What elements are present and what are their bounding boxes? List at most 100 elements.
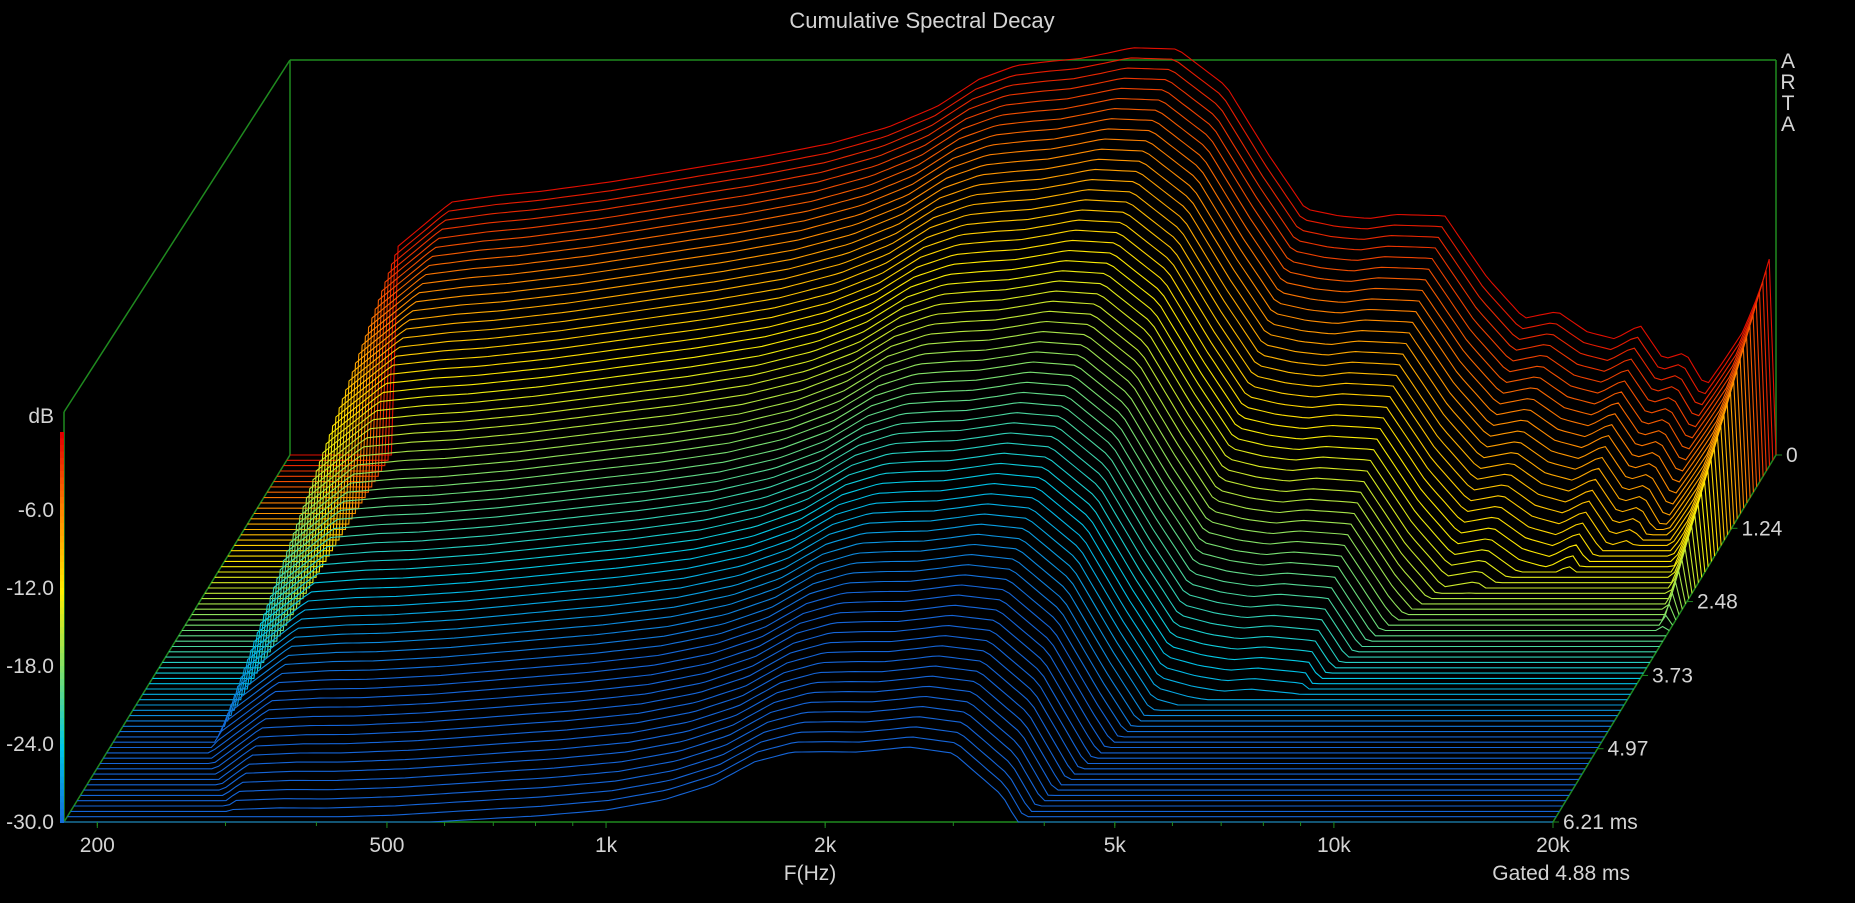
- decay-trace: [276, 87, 1764, 477]
- colorbar-segment: [60, 685, 64, 693]
- decay-trace: [100, 635, 1589, 765]
- decay-trace: [93, 655, 1583, 775]
- decay-trace: [77, 706, 1566, 802]
- decay-trace: [172, 412, 1660, 648]
- decay-traces: [64, 47, 1777, 823]
- colorbar-segment: [60, 607, 64, 615]
- decay-trace: [231, 229, 1719, 552]
- colorbar-segment: [60, 594, 64, 602]
- colorbar-segment: [60, 659, 64, 667]
- gating-note: Gated 4.88 ms: [1492, 862, 1630, 885]
- decay-trace: [283, 67, 1771, 467]
- decay-trace: [260, 138, 1748, 504]
- colorbar-segment: [60, 640, 64, 648]
- decay-trace: [237, 209, 1725, 541]
- colorbar-segment: [60, 627, 64, 635]
- decay-trace: [152, 472, 1641, 679]
- decay-trace: [286, 57, 1774, 461]
- x-axis-ticks: 200 500 1k 2k 5k 10k 20k: [80, 822, 1570, 857]
- colorbar-segment: [60, 666, 64, 674]
- decay-trace: [136, 523, 1625, 706]
- colorbar-segment: [60, 490, 64, 498]
- colorbar-segment: [60, 510, 64, 518]
- decay-trace: [70, 726, 1560, 812]
- decay-trace: [155, 462, 1644, 674]
- time-tick-label: 0: [1786, 444, 1798, 467]
- decay-trace: [244, 189, 1732, 531]
- time-tick-label: 6.21 ms: [1563, 811, 1638, 834]
- decay-trace: [83, 685, 1573, 791]
- colorbar-segment: [60, 789, 64, 797]
- decay-trace: [201, 320, 1690, 600]
- z-tick-label: -12.0: [6, 577, 54, 600]
- decay-trace: [168, 422, 1657, 653]
- colorbar-segment: [60, 711, 64, 719]
- colorbar-segment: [60, 653, 64, 661]
- decay-trace: [132, 533, 1621, 711]
- z-tick-label: -24.0: [6, 733, 54, 756]
- colorbar-segment: [60, 516, 64, 524]
- colorbar-segment: [60, 692, 64, 700]
- decay-trace: [123, 564, 1612, 727]
- decay-trace: [214, 280, 1703, 578]
- colorbar-segment: [60, 815, 64, 823]
- z-tick-label: -18.0: [6, 655, 54, 678]
- decay-trace: [217, 270, 1706, 573]
- decay-trace: [240, 199, 1729, 536]
- colorbar-segment: [60, 438, 64, 446]
- watermark-letter: A: [1781, 113, 1795, 136]
- decay-trace: [96, 645, 1586, 770]
- time-tick-label: 3.73: [1652, 664, 1693, 687]
- colorbar-segment: [60, 672, 64, 680]
- decay-trace: [80, 695, 1570, 796]
- time-axis-ticks: 0 1.24 2.48 3.73 4.97 6.21 ms: [1553, 444, 1798, 834]
- x-tick-label: 1k: [595, 834, 618, 857]
- x-axis-label: F(Hz): [784, 862, 836, 885]
- decay-trace: [280, 77, 1767, 472]
- colorbar-segment: [60, 477, 64, 485]
- decay-trace: [234, 219, 1722, 546]
- colorbar-segment: [60, 802, 64, 810]
- colorbar-segment: [60, 536, 64, 544]
- colorbar-segment: [60, 458, 64, 466]
- decay-trace: [86, 675, 1576, 786]
- colorbar-segment: [60, 568, 64, 576]
- x-tick-label: 2k: [814, 834, 837, 857]
- colorbar-segment: [60, 523, 64, 531]
- decay-trace: [198, 331, 1687, 605]
- time-tick-label: 2.48: [1697, 591, 1738, 614]
- watermark-letter: T: [1782, 92, 1795, 115]
- decay-trace: [106, 614, 1595, 754]
- decay-trace: [263, 128, 1751, 499]
- x-tick-label: 20k: [1536, 834, 1570, 857]
- frame-edge: [1552, 454, 1777, 823]
- colorbar-segment: [60, 705, 64, 713]
- decay-trace: [257, 148, 1745, 509]
- decay-trace: [224, 249, 1712, 562]
- frame-edge: [63, 454, 291, 823]
- colorbar-segment: [60, 620, 64, 628]
- decay-trace: [185, 371, 1674, 626]
- colorbar-segment: [60, 776, 64, 784]
- colorbar-segment: [60, 783, 64, 791]
- colorbar-segment: [60, 581, 64, 589]
- colorbar-segment: [60, 601, 64, 609]
- colorbar-segment: [60, 503, 64, 511]
- x-tick-label: 5k: [1104, 834, 1127, 857]
- colorbar-segment: [60, 633, 64, 641]
- time-tick-label: 1.24: [1741, 517, 1782, 540]
- decay-trace: [145, 493, 1634, 690]
- colorbar-segment: [60, 770, 64, 778]
- decay-trace: [208, 300, 1696, 589]
- chart-title: Cumulative Spectral Decay: [789, 8, 1054, 33]
- colorbar-segment: [60, 464, 64, 472]
- colorbar-segment: [60, 750, 64, 758]
- colorbar-segment: [60, 763, 64, 771]
- colorbar-segment: [60, 562, 64, 570]
- z-axis-ticks: -6.0 -12.0 -18.0 -24.0 -30.0: [6, 499, 54, 834]
- colorbar-segment: [60, 757, 64, 765]
- decay-trace: [116, 584, 1605, 738]
- decay-trace: [273, 97, 1761, 483]
